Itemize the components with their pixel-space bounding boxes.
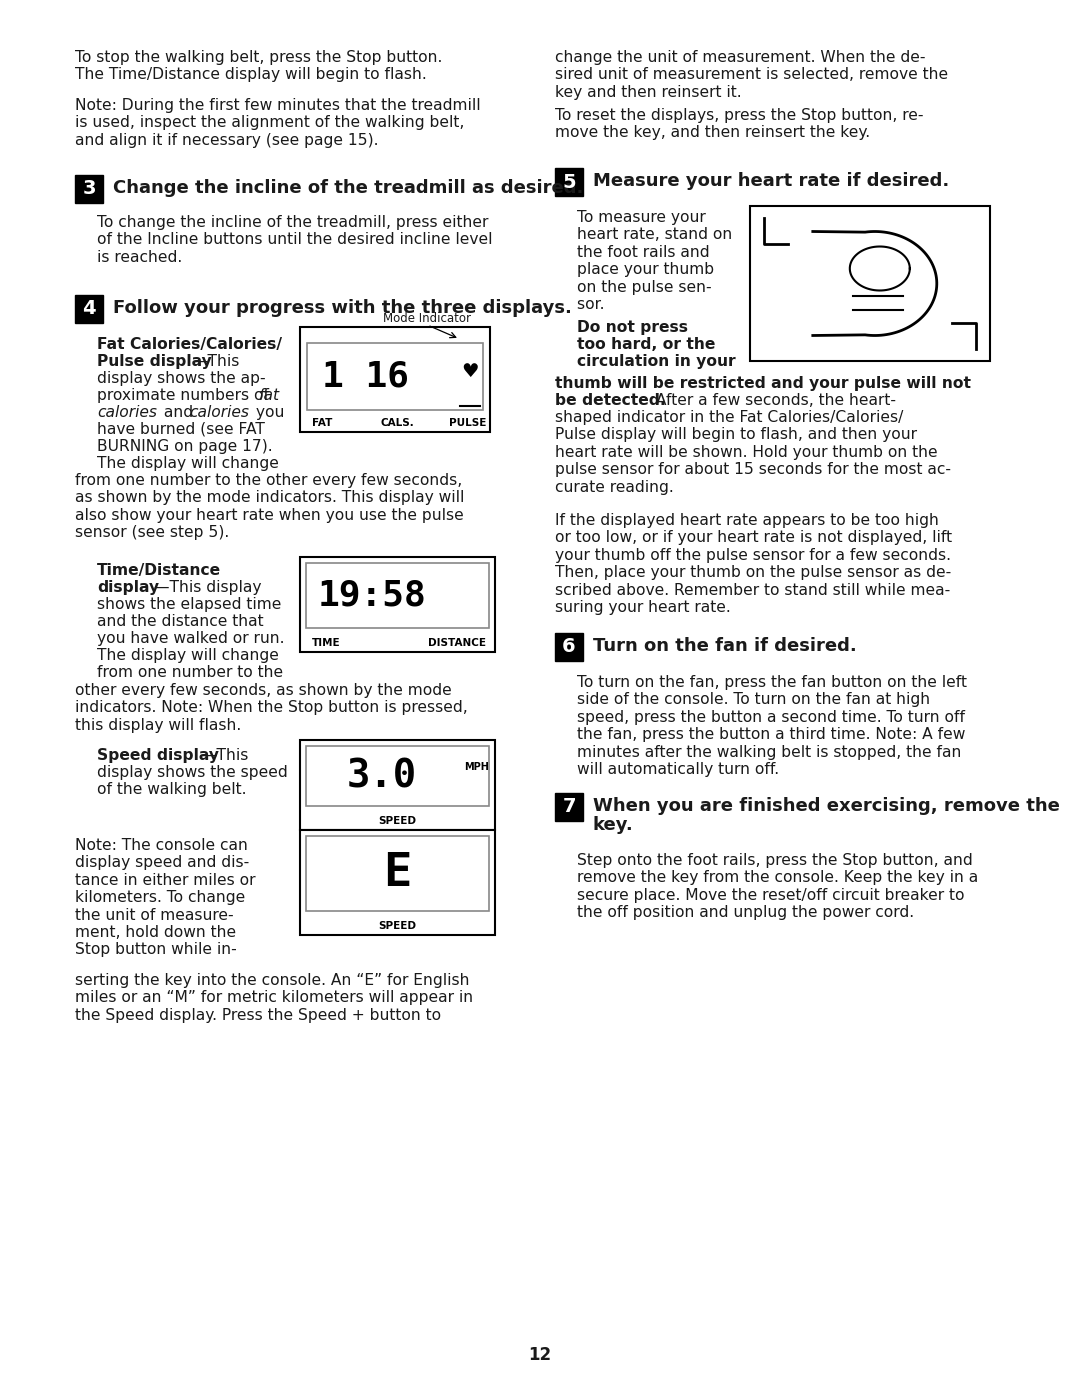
- Text: After a few seconds, the heart-: After a few seconds, the heart-: [651, 393, 896, 408]
- Text: serting the key into the console. An “E” for English
miles or an “M” for metric : serting the key into the console. An “E”…: [75, 972, 473, 1023]
- Text: Measure your heart rate if desired.: Measure your heart rate if desired.: [593, 172, 949, 190]
- Bar: [306, 835, 489, 911]
- Text: calories: calories: [97, 405, 157, 420]
- Text: Pulse display: Pulse display: [97, 353, 212, 369]
- Text: MPH: MPH: [464, 761, 489, 773]
- Bar: [306, 563, 489, 629]
- Text: 12: 12: [528, 1345, 552, 1363]
- Bar: [300, 740, 495, 830]
- Text: fat: fat: [259, 388, 280, 402]
- Text: 7: 7: [563, 798, 576, 816]
- Text: proximate numbers of: proximate numbers of: [97, 388, 274, 402]
- Text: PULSE: PULSE: [449, 418, 487, 427]
- Text: display: display: [97, 580, 159, 595]
- Text: FAT: FAT: [312, 418, 333, 427]
- Text: ♥: ♥: [461, 362, 478, 380]
- Text: other every few seconds, as shown by the mode
indicators. Note: When the Stop bu: other every few seconds, as shown by the…: [75, 683, 468, 733]
- Text: Follow your progress with the three displays.: Follow your progress with the three disp…: [113, 299, 572, 317]
- Text: shaped indicator in the Fat Calories/Calories/
Pulse display will begin to flash: shaped indicator in the Fat Calories/Cal…: [555, 409, 951, 495]
- Text: To measure your
heart rate, stand on
the foot rails and
place your thumb
on the : To measure your heart rate, stand on the…: [577, 210, 732, 312]
- Bar: [307, 344, 483, 409]
- Text: too hard, or the: too hard, or the: [577, 337, 715, 352]
- Bar: [306, 746, 489, 806]
- Text: from one number to the other every few seconds,
as shown by the mode indicators.: from one number to the other every few s…: [75, 474, 464, 541]
- Text: you: you: [251, 405, 284, 420]
- Bar: [75, 175, 103, 203]
- Text: calories: calories: [189, 405, 249, 420]
- Text: and: and: [159, 405, 198, 420]
- Text: 4: 4: [82, 299, 96, 319]
- Text: display shows the speed: display shows the speed: [97, 766, 287, 780]
- Text: E: E: [383, 851, 411, 895]
- Text: Mode Indicator: Mode Indicator: [383, 312, 471, 326]
- Bar: [555, 633, 583, 661]
- Bar: [555, 168, 583, 196]
- Text: thumb will be restricted and your pulse will not: thumb will be restricted and your pulse …: [555, 376, 971, 391]
- Text: Note: During the first few minutes that the treadmill
is used, inspect the align: Note: During the first few minutes that …: [75, 98, 481, 148]
- Text: The display will change: The display will change: [97, 455, 279, 471]
- Text: Note: The console can
display speed and dis-
tance in either miles or
kilometers: Note: The console can display speed and …: [75, 838, 256, 957]
- Bar: [300, 327, 490, 432]
- Text: Change the incline of the treadmill as desired.: Change the incline of the treadmill as d…: [113, 179, 583, 197]
- Text: DISTANCE: DISTANCE: [428, 638, 486, 648]
- Bar: [555, 793, 583, 821]
- Text: The display will change: The display will change: [97, 648, 279, 664]
- Text: and the distance that: and the distance that: [97, 615, 264, 629]
- Bar: [300, 557, 495, 652]
- Text: 1 16: 1 16: [322, 359, 409, 394]
- Text: Turn on the fan if desired.: Turn on the fan if desired.: [593, 637, 856, 655]
- Text: 3: 3: [82, 179, 96, 198]
- Text: key.: key.: [593, 816, 634, 834]
- Text: TIME: TIME: [312, 638, 340, 648]
- Text: SPEED: SPEED: [378, 921, 417, 930]
- Text: Speed display: Speed display: [97, 747, 219, 763]
- Text: be detected.: be detected.: [555, 393, 666, 408]
- Text: Step onto the foot rails, press the Stop button, and
remove the key from the con: Step onto the foot rails, press the Stop…: [577, 854, 978, 921]
- Text: Fat Calories/Calories/: Fat Calories/Calories/: [97, 337, 282, 352]
- Text: To change the incline of the treadmill, press either
of the Incline buttons unti: To change the incline of the treadmill, …: [97, 215, 492, 265]
- Text: 3.0: 3.0: [347, 757, 417, 795]
- Text: 5: 5: [563, 172, 576, 191]
- Text: Time/Distance: Time/Distance: [97, 563, 221, 578]
- Bar: [750, 205, 990, 360]
- Text: To turn on the fan, press the fan button on the left
side of the console. To tur: To turn on the fan, press the fan button…: [577, 675, 967, 777]
- Text: SPEED: SPEED: [378, 816, 417, 826]
- Text: If the displayed heart rate appears to be too high
or too low, or if your heart : If the displayed heart rate appears to b…: [555, 513, 953, 615]
- Text: from one number to the: from one number to the: [97, 665, 283, 680]
- Text: To reset the displays, press the Stop button, re-
move the key, and then reinser: To reset the displays, press the Stop bu…: [555, 108, 923, 141]
- Text: To stop the walking belt, press the Stop button.
The Time/Distance display will : To stop the walking belt, press the Stop…: [75, 50, 443, 82]
- Text: BURNING on page 17).: BURNING on page 17).: [97, 439, 272, 454]
- Text: When you are finished exercising, remove the: When you are finished exercising, remove…: [593, 798, 1059, 814]
- Text: shows the elapsed time: shows the elapsed time: [97, 597, 282, 612]
- Bar: [75, 295, 103, 323]
- Text: circulation in your: circulation in your: [577, 353, 735, 369]
- Text: change the unit of measurement. When the de-
sired unit of measurement is select: change the unit of measurement. When the…: [555, 50, 948, 99]
- Text: of the walking belt.: of the walking belt.: [97, 782, 246, 798]
- Text: Do not press: Do not press: [577, 320, 688, 335]
- Bar: [300, 830, 495, 935]
- Text: have burned (see FAT: have burned (see FAT: [97, 422, 265, 437]
- Text: you have walked or run.: you have walked or run.: [97, 631, 284, 645]
- Text: —This: —This: [192, 353, 240, 369]
- Text: —This: —This: [201, 747, 248, 763]
- Text: —This display: —This display: [154, 580, 261, 595]
- Text: 6: 6: [563, 637, 576, 657]
- Text: CALS.: CALS.: [380, 418, 414, 427]
- Text: 19:58: 19:58: [318, 578, 427, 612]
- Text: display shows the ap-: display shows the ap-: [97, 372, 266, 386]
